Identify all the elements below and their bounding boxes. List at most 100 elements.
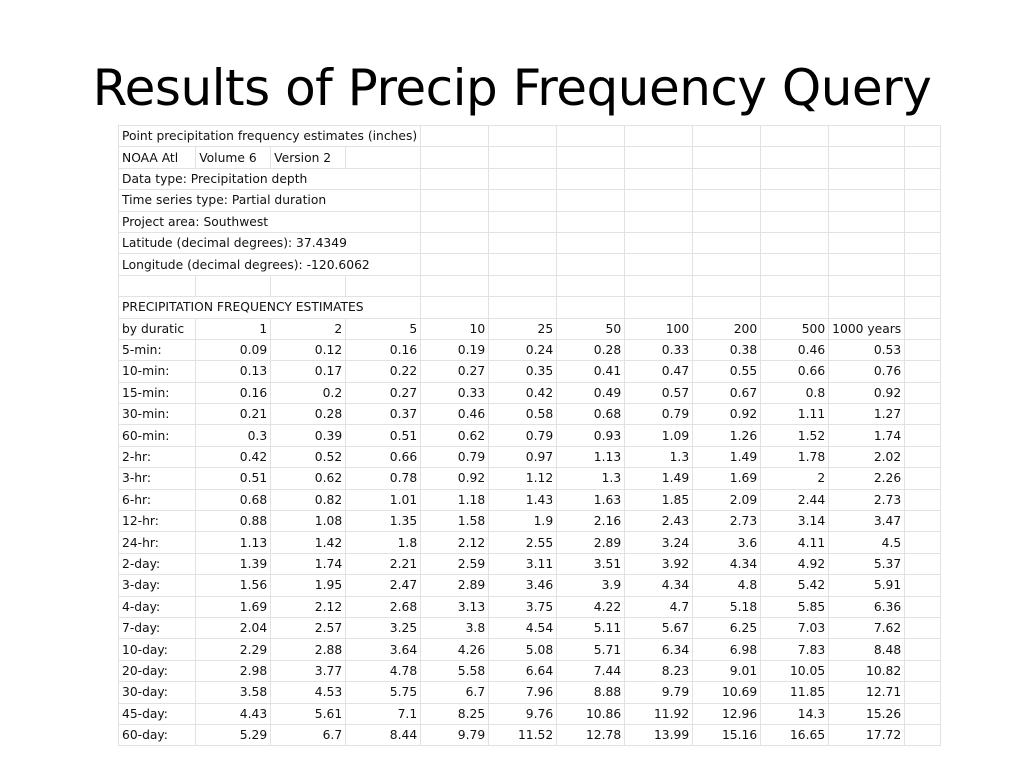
depth-value: 2.26 bbox=[828, 467, 906, 490]
data-row: 3-day: 1.56 1.95 2.47 2.89 3.46 3.9 4.34 4.8 5.42… bbox=[117, 574, 942, 597]
depth-value: 2.21 bbox=[345, 552, 422, 576]
depth-value: 0.79 bbox=[488, 424, 558, 447]
depth-value: 0.33 bbox=[420, 381, 490, 405]
depth-value: 0.51 bbox=[345, 424, 422, 447]
empty-cell bbox=[904, 638, 942, 661]
empty-cell bbox=[624, 253, 694, 276]
slide-title: Results of Precip Frequency Query bbox=[92, 59, 932, 117]
empty-cell bbox=[904, 552, 942, 576]
empty-cell bbox=[904, 595, 942, 618]
depth-value: 1.12 bbox=[488, 467, 558, 490]
meta-row: Point precipitation frequency estimates … bbox=[117, 124, 942, 148]
depth-value: 10.86 bbox=[556, 702, 626, 725]
return-period-header: 2 bbox=[270, 317, 347, 340]
empty-cell bbox=[556, 253, 626, 276]
empty-cell bbox=[345, 146, 422, 169]
depth-value: 9.79 bbox=[624, 681, 694, 704]
empty-cell bbox=[760, 146, 830, 169]
depth-value: 2.55 bbox=[488, 531, 558, 554]
depth-value: 3.58 bbox=[195, 681, 272, 704]
empty-cell bbox=[624, 124, 694, 148]
meta-text: Time series type: Partial duration bbox=[117, 189, 422, 212]
empty-cell bbox=[692, 231, 762, 255]
empty-cell bbox=[420, 231, 490, 255]
depth-value: 6.36 bbox=[828, 595, 906, 618]
data-row: 60-min: 0.3 0.39 0.51 0.62 0.79 0.93 1.09 1.26 1.… bbox=[117, 424, 942, 447]
duration-label: 6-hr: bbox=[117, 488, 197, 512]
empty-cell bbox=[904, 296, 942, 319]
depth-value: 4.8 bbox=[692, 574, 762, 597]
depth-value: 5.61 bbox=[270, 702, 347, 725]
depth-value: 1.56 bbox=[195, 574, 272, 597]
depth-value: 0.3 bbox=[195, 424, 272, 447]
depth-value: 2.59 bbox=[420, 552, 490, 576]
depth-value: 0.41 bbox=[556, 360, 626, 383]
depth-value: 0.35 bbox=[488, 360, 558, 383]
data-row: 7-day: 2.04 2.57 3.25 3.8 4.54 5.11 5.67 6.25 7.0… bbox=[117, 616, 942, 640]
depth-value: 3.25 bbox=[345, 616, 422, 640]
depth-value: 2.16 bbox=[556, 510, 626, 533]
depth-value: 0.09 bbox=[195, 338, 272, 362]
depth-value: 0.57 bbox=[624, 381, 694, 405]
depth-value: 0.47 bbox=[624, 360, 694, 383]
meta-row: Time series type: Partial duration bbox=[117, 189, 942, 212]
depth-value: 0.92 bbox=[828, 381, 906, 405]
empty-cell bbox=[904, 723, 942, 747]
duration-label: 60-day: bbox=[117, 723, 197, 747]
meta-text: Point precipitation frequency estimates … bbox=[117, 124, 422, 148]
depth-value: 4.54 bbox=[488, 616, 558, 640]
depth-value: 2.47 bbox=[345, 574, 422, 597]
depth-value: 2.98 bbox=[195, 659, 272, 683]
depth-value: 2.43 bbox=[624, 510, 694, 533]
depth-value: 3.46 bbox=[488, 574, 558, 597]
depth-value: 14.3 bbox=[760, 702, 830, 725]
empty-cell bbox=[556, 210, 626, 233]
depth-value: 0.62 bbox=[420, 424, 490, 447]
empty-cell bbox=[828, 296, 906, 319]
empty-cell bbox=[556, 167, 626, 191]
depth-value: 0.52 bbox=[270, 445, 347, 469]
duration-label: 12-hr: bbox=[117, 510, 197, 533]
empty-cell bbox=[488, 296, 558, 319]
depth-value: 3.9 bbox=[556, 574, 626, 597]
return-period-header: 1 bbox=[195, 317, 272, 340]
empty-cell bbox=[624, 231, 694, 255]
empty-cell bbox=[904, 424, 942, 447]
depth-value: 2.09 bbox=[692, 488, 762, 512]
duration-label: 2-hr: bbox=[117, 445, 197, 469]
depth-value: 8.44 bbox=[345, 723, 422, 747]
depth-value: 1.85 bbox=[624, 488, 694, 512]
empty-cell bbox=[828, 124, 906, 148]
empty-cell bbox=[904, 488, 942, 512]
meta-row: Longitude (decimal degrees): -120.6062 bbox=[117, 253, 942, 276]
depth-value: 1.78 bbox=[760, 445, 830, 469]
data-row: 60-day: 5.29 6.7 8.44 9.79 11.52 12.78 13.99 15.… bbox=[117, 723, 942, 747]
depth-value: 3.75 bbox=[488, 595, 558, 618]
empty-cell bbox=[556, 274, 626, 298]
data-row: 5-min: 0.09 0.12 0.16 0.19 0.24 0.28 0.33 0.38 0.… bbox=[117, 338, 942, 362]
depth-value: 0.82 bbox=[270, 488, 347, 512]
empty-cell bbox=[760, 124, 830, 148]
section-title: PRECIPITATION FREQUENCY ESTIMATES bbox=[117, 296, 422, 319]
depth-value: 12.78 bbox=[556, 723, 626, 747]
empty-cell bbox=[624, 274, 694, 298]
empty-cell bbox=[760, 231, 830, 255]
empty-cell bbox=[345, 274, 422, 298]
duration-label: 45-day: bbox=[117, 702, 197, 725]
empty-cell bbox=[556, 146, 626, 169]
depth-value: 2.02 bbox=[828, 445, 906, 469]
depth-value: 6.7 bbox=[270, 723, 347, 747]
depth-value: 5.08 bbox=[488, 638, 558, 661]
return-period-header: 100 bbox=[624, 317, 694, 340]
empty-cell bbox=[420, 274, 490, 298]
depth-value: 2.44 bbox=[760, 488, 830, 512]
empty-cell bbox=[624, 210, 694, 233]
depth-value: 2.57 bbox=[270, 616, 347, 640]
data-row: 45-day: 4.43 5.61 7.1 8.25 9.76 10.86 11.92 12.9… bbox=[117, 702, 942, 725]
depth-value: 16.65 bbox=[760, 723, 830, 747]
depth-value: 3.13 bbox=[420, 595, 490, 618]
depth-value: 9.01 bbox=[692, 659, 762, 683]
meta-row: NOAA Atl Volume 6 Version 2 bbox=[117, 146, 942, 169]
depth-value: 0.42 bbox=[488, 381, 558, 405]
data-row: 4-day: 1.69 2.12 2.68 3.13 3.75 4.22 4.7 5.18 5.8… bbox=[117, 595, 942, 618]
